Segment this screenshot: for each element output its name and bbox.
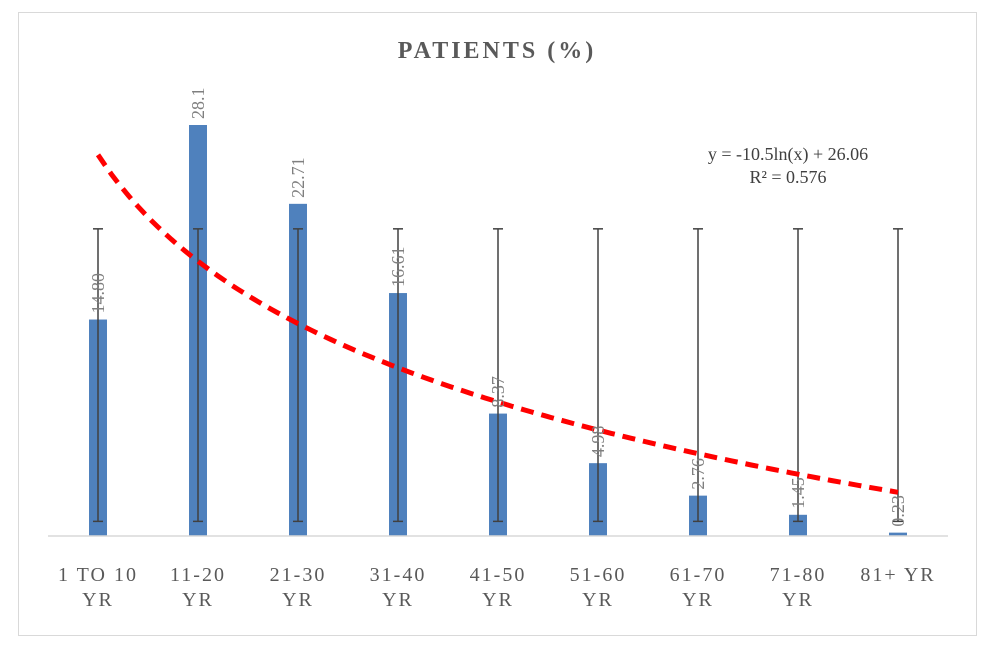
error-bar	[93, 228, 103, 523]
error-bar	[293, 228, 303, 523]
category-label: 31-40	[370, 564, 427, 586]
data-label: 28.1	[188, 88, 208, 120]
data-labels-group: 14.80 28.1 22.71 16.61 8.37 4.98 2.76 1.45 0.23	[88, 88, 908, 527]
trendline-equation: y = -10.5ln(x) + 26.06	[708, 144, 868, 165]
bar	[789, 514, 807, 536]
data-label: 22.71	[288, 157, 308, 198]
category-labels-group: 1 TO 10 YR 11-20 YR 21-30 YR 31-40 YR 41-50 YR 51-…	[58, 564, 935, 611]
category-label: YR	[582, 589, 614, 611]
error-bar	[893, 228, 903, 523]
category-label: 1 TO 10	[58, 564, 138, 586]
chart-title: PATIENTS (%)	[398, 38, 596, 64]
category-label: 51-60	[570, 564, 627, 586]
category-label: YR	[82, 589, 114, 611]
category-label: 71-80	[770, 564, 827, 586]
error-bar	[393, 228, 403, 523]
error-bar	[693, 228, 703, 523]
data-label: 1.45	[788, 477, 808, 509]
category-label: YR	[482, 589, 514, 611]
data-label: 14.80	[88, 273, 108, 314]
category-label: 81+ YR	[860, 564, 935, 586]
data-label: 0.23	[888, 495, 908, 527]
category-label: YR	[182, 589, 214, 611]
bar	[889, 532, 907, 536]
category-label: 21-30	[270, 564, 327, 586]
data-label: 16.61	[388, 247, 408, 288]
data-label: 8.37	[488, 376, 508, 408]
category-label: 11-20	[170, 564, 226, 586]
error-bar	[493, 228, 503, 523]
category-label: YR	[282, 589, 314, 611]
error-bar	[593, 228, 603, 523]
category-label: 61-70	[670, 564, 727, 586]
trendline-r-squared: R² = 0.576	[749, 167, 826, 187]
category-label: YR	[782, 589, 814, 611]
error-bars-group	[93, 228, 903, 523]
category-label: 41-50	[470, 564, 527, 586]
category-label: YR	[382, 589, 414, 611]
data-label: 4.98	[588, 426, 608, 458]
category-label: YR	[682, 589, 714, 611]
data-label: 2.76	[688, 458, 708, 490]
error-bar	[193, 228, 203, 523]
